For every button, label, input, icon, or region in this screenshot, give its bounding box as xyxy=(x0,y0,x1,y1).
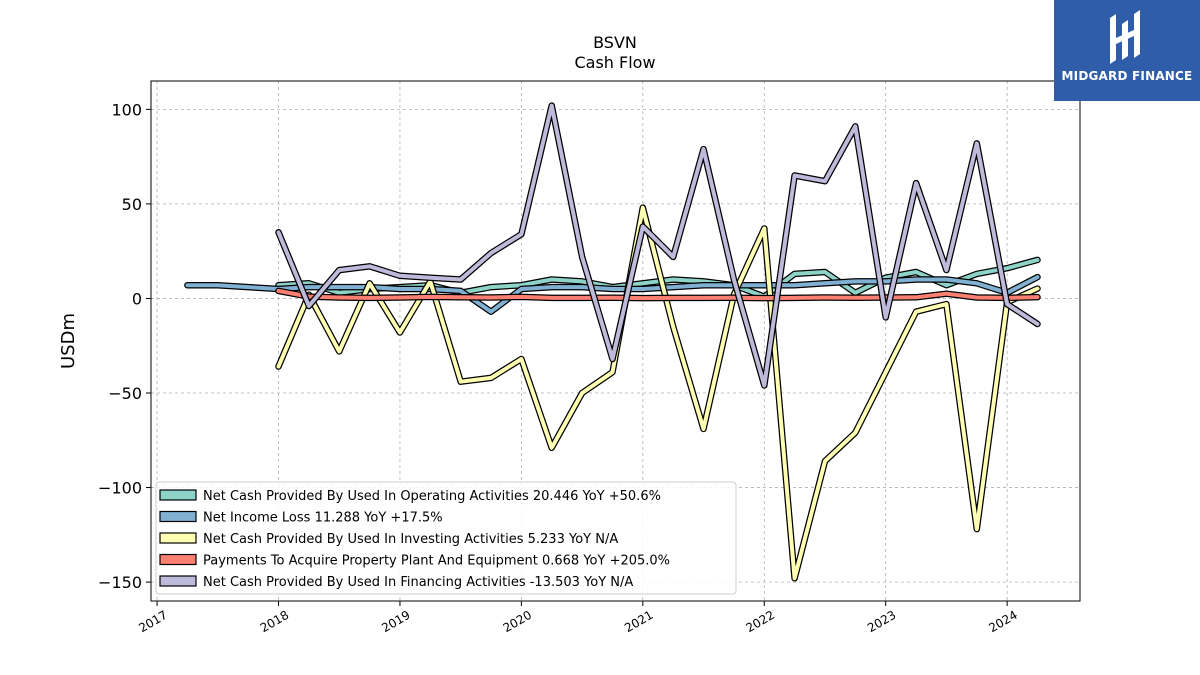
y-tick-label: 0 xyxy=(132,289,142,308)
y-tick-label: −100 xyxy=(98,479,142,498)
brand-name: MIDGARD FINANCE xyxy=(1061,69,1193,83)
legend-entry: Net Cash Provided By Used In Investing A… xyxy=(203,532,618,547)
legend-entry: Net Cash Provided By Used In Operating A… xyxy=(203,489,661,504)
brand-mark-icon xyxy=(1110,10,1140,64)
x-tick-label: 2017 xyxy=(136,608,169,635)
x-tick-label: 2023 xyxy=(865,608,898,635)
x-tick-label: 2021 xyxy=(622,608,655,635)
chart-title: BSVN xyxy=(593,33,637,52)
chart-subtitle: Cash Flow xyxy=(574,53,655,72)
legend: Net Cash Provided By Used In Operating A… xyxy=(155,481,737,595)
x-tick-label: 2020 xyxy=(501,608,534,635)
series-5 xyxy=(275,102,1041,389)
legend-box xyxy=(155,481,737,595)
legend-entry: Net Cash Provided By Used In Financing A… xyxy=(203,575,633,590)
series-line xyxy=(276,288,1040,301)
legend-swatch xyxy=(159,532,197,544)
legend-entry: Net Income Loss 11.288 YoY +17.5% xyxy=(203,511,443,526)
y-tick-label: −150 xyxy=(98,573,142,592)
x-tick-label: 2019 xyxy=(379,608,412,635)
series-layer xyxy=(184,102,1041,582)
y-axis-label: USDm xyxy=(58,313,79,369)
legend-swatch xyxy=(159,510,197,523)
series-line xyxy=(276,205,1040,581)
y-tick-label: 50 xyxy=(122,195,142,214)
legend-entry: Payments To Acquire Property Plant And E… xyxy=(203,554,670,569)
series-3 xyxy=(275,204,1041,582)
y-tick-label: 100 xyxy=(111,100,142,119)
legend-swatch xyxy=(159,575,197,587)
y-tick-label: −50 xyxy=(108,384,142,403)
plot-frame xyxy=(150,80,1081,602)
series-4 xyxy=(275,287,1041,302)
x-ticks: 2017 2018 2019 2020 2021 2022 2023 2024 xyxy=(136,601,1020,635)
brand-logo: MIDGARD FINANCE xyxy=(1054,0,1200,101)
y-ticks: 100 50 0 −50 −100 −150 xyxy=(98,100,151,592)
series-line xyxy=(276,103,1040,388)
x-tick-label: 2022 xyxy=(744,608,777,635)
legend-swatch xyxy=(159,489,197,501)
x-tick-label: 2018 xyxy=(258,608,291,635)
series-line-outline xyxy=(275,102,1041,389)
x-tick-label: 2024 xyxy=(986,608,1019,635)
legend-swatch xyxy=(159,553,197,566)
